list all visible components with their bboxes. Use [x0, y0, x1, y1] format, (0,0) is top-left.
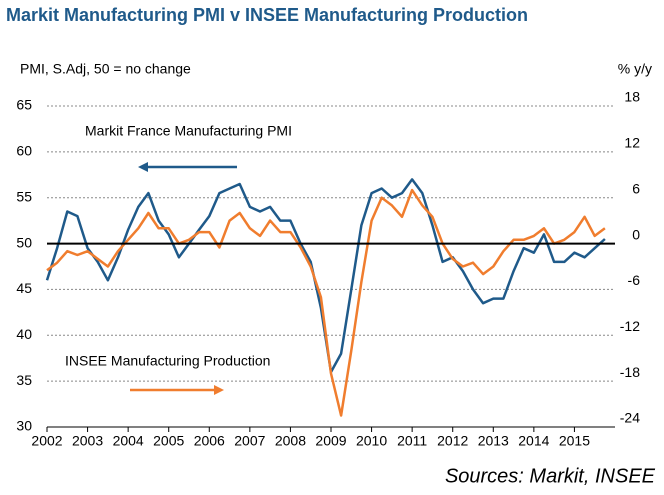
y-axis-label: PMI, S.Adj, 50 = no change	[20, 61, 191, 77]
x-tick-label: 2010	[356, 433, 387, 449]
x-tick-label: 2008	[275, 433, 306, 449]
y-tick-label: 45	[16, 280, 32, 296]
arrow-head	[138, 162, 148, 172]
y-tick-label: 30	[16, 418, 32, 434]
y-tick-label: 35	[16, 372, 32, 388]
y-tick-label: 65	[16, 97, 32, 113]
x-tick-label: 2015	[559, 433, 590, 449]
x-tick-label: 2003	[72, 433, 103, 449]
x-tick-label: 2002	[31, 433, 62, 449]
series-annotation: Markit France Manufacturing PMI	[85, 123, 292, 139]
x-tick-label: 2007	[234, 433, 265, 449]
chart-title: Markit Manufacturing PMI v INSEE Manufac…	[6, 5, 528, 25]
series-annotation: INSEE Manufacturing Production	[65, 353, 270, 369]
x-tick-label: 2011	[397, 433, 427, 449]
x-tick-label: 2005	[153, 433, 184, 449]
y2-tick-label: -18	[620, 364, 640, 380]
y2-tick-label: -24	[620, 410, 640, 426]
y2-tick-label: 6	[632, 180, 640, 196]
y2-tick-label: -6	[628, 272, 641, 288]
y-tick-label: 55	[16, 188, 32, 204]
y2-tick-label: 0	[632, 226, 640, 242]
y-tick-label: 40	[16, 326, 32, 342]
x-tick-label: 2009	[315, 433, 346, 449]
series-line	[46, 188, 606, 417]
x-tick-label: 2004	[113, 433, 144, 449]
arrow-head	[214, 385, 224, 395]
y2-axis-label: % y/y	[618, 61, 652, 77]
source: Sources: Markit, INSEE	[445, 465, 656, 487]
x-tick-label: 2006	[194, 433, 225, 449]
y2-tick-label: -12	[620, 318, 640, 334]
y-tick-label: 60	[16, 143, 32, 159]
y2-tick-label: 18	[624, 89, 640, 105]
x-tick-label: 2013	[478, 433, 509, 449]
y-tick-label: 50	[16, 234, 32, 250]
x-tick-label: 2014	[518, 433, 549, 449]
y2-tick-label: 12	[624, 135, 640, 151]
x-tick-label: 2012	[437, 433, 468, 449]
